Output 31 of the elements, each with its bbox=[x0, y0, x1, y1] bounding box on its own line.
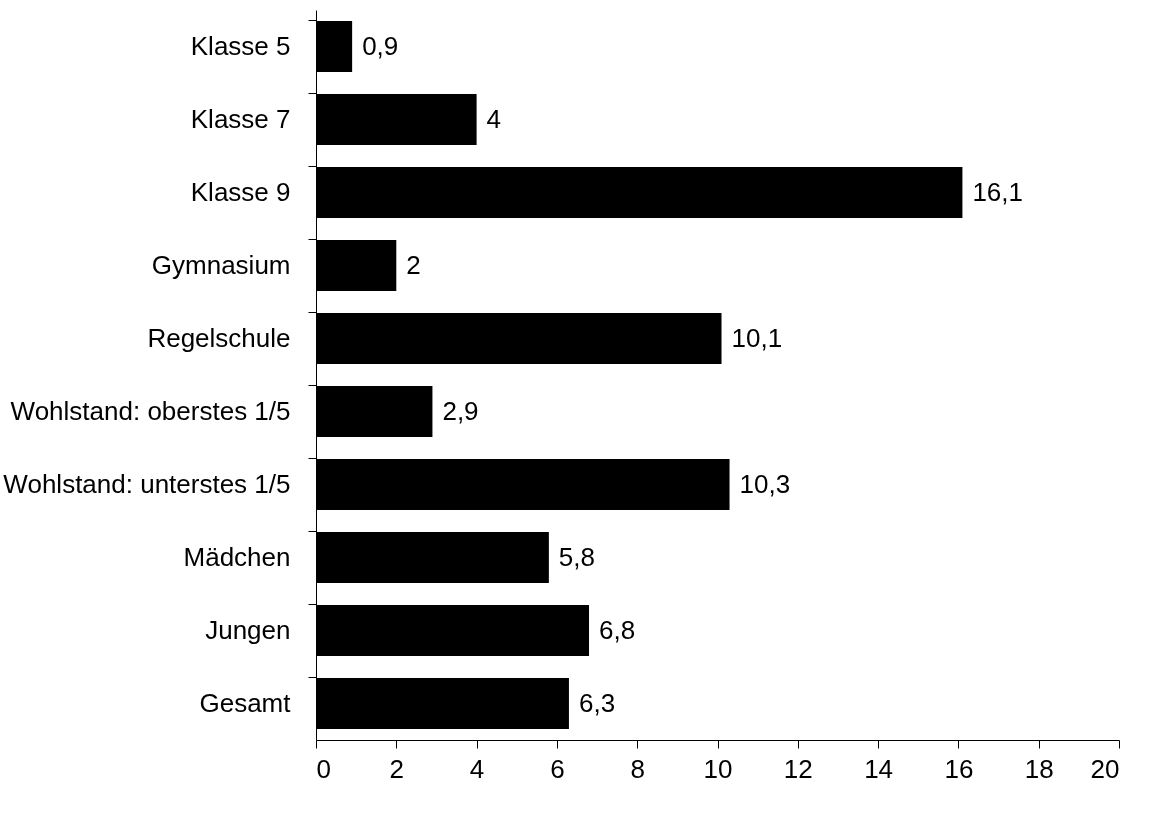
y-tick-label: Wohlstand: oberstes 1/5 bbox=[10, 395, 291, 426]
y-tick-label: Gesamt bbox=[199, 687, 292, 718]
y-tick-label: Wohlstand: unterstes 1/5 bbox=[3, 468, 291, 499]
data-label: 2,9 bbox=[442, 395, 479, 426]
x-tick-label: 20 bbox=[1090, 753, 1120, 784]
data-label: 4 bbox=[486, 103, 502, 134]
y-tick-label: Regelschule bbox=[147, 322, 291, 353]
y-tick-label: Klasse 5 bbox=[190, 30, 291, 61]
x-tick-label: 16 bbox=[944, 753, 974, 784]
x-tick-label: 12 bbox=[783, 753, 813, 784]
data-label: 10,1 bbox=[731, 322, 783, 353]
y-tick-label: Klasse 9 bbox=[190, 176, 291, 207]
data-label: 6,8 bbox=[599, 614, 636, 645]
y-tick-label: Gymnasium bbox=[151, 249, 291, 280]
data-label: 6,3 bbox=[578, 687, 616, 718]
data-label: 2 bbox=[406, 249, 421, 280]
x-tick-label: 18 bbox=[1024, 753, 1054, 784]
y-tick-label: Mädchen bbox=[183, 541, 291, 572]
data-label: 5,8 bbox=[558, 541, 596, 572]
data-label: 0,9 bbox=[362, 30, 399, 61]
x-tick-label: 0 bbox=[316, 753, 331, 784]
x-tick-label: 2 bbox=[389, 753, 405, 784]
data-label: 16,1 bbox=[972, 176, 1024, 207]
y-tick-label: Jungen bbox=[205, 614, 291, 645]
x-tick-label: 8 bbox=[630, 753, 645, 784]
x-tick-label: 10 bbox=[703, 753, 733, 784]
x-tick-label: 6 bbox=[550, 753, 565, 784]
y-tick-label: Klasse 7 bbox=[190, 103, 291, 134]
x-tick-label: 14 bbox=[864, 753, 894, 784]
data-label: 10,3 bbox=[739, 468, 791, 499]
x-tick-label: 4 bbox=[469, 753, 485, 784]
